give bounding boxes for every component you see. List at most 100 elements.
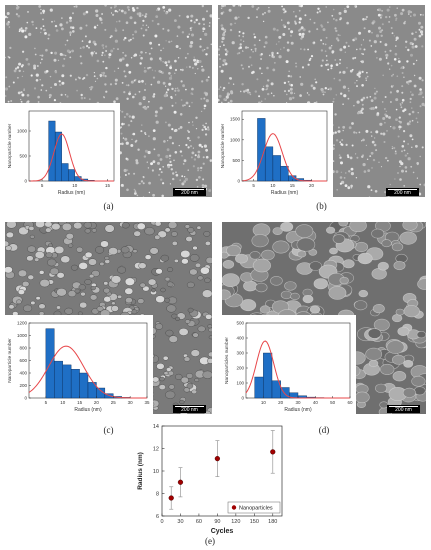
x-tick-label: 10 (261, 400, 267, 405)
fit-curve (29, 133, 114, 182)
y-axis-label: Radius (nm) (137, 452, 144, 490)
y-axis-label: Nanoparticles number (224, 337, 230, 384)
y-tick-label: 1200 (17, 321, 28, 326)
x-axis-label: Cycles (211, 528, 234, 535)
y-tick-label: 100 (236, 381, 244, 386)
y-tick-label: 1000 (17, 129, 28, 134)
histogram-bar (68, 169, 75, 182)
x-tick-label: 60 (196, 519, 202, 525)
x-tick-label: 10 (270, 183, 276, 188)
legend-marker (231, 505, 237, 510)
histogram-bar (54, 131, 62, 182)
x-tick-label: 15 (77, 400, 83, 405)
y-tick-label: 12 (153, 447, 159, 453)
y-tick-label: 600 (19, 358, 27, 363)
histogram-bar (280, 165, 289, 182)
x-tick-label: 50 (330, 400, 336, 405)
histogram-bar (54, 360, 63, 399)
x-tick-label: 15 (290, 183, 296, 188)
y-tick-label: 300 (236, 351, 244, 356)
x-tick-label: 5 (41, 183, 44, 188)
histogram-bar (62, 364, 72, 399)
x-tick-label: 150 (250, 519, 259, 525)
histogram-bar (263, 352, 273, 399)
x-tick-label: 25 (111, 400, 117, 405)
fit-curve (28, 345, 147, 399)
panel-label: (c) (103, 425, 114, 435)
x-tick-label: 0 (160, 519, 163, 525)
histogram-inset: 5 10 15 20 0 500 1000 1500 Radius (nm) Nanopartic… (218, 103, 333, 197)
x-axis-label: Radius (nm) (74, 407, 102, 413)
histogram-chart: 5 10 15 20 25 30 35 0 200 400 600 800 1000 1200 Radius… (7, 321, 150, 414)
panel-a: 5 10 15 0 500 1000 Radius (nm) Nanoparticle num… (5, 5, 212, 211)
y-tick-label: 800 (19, 346, 27, 351)
histogram-bar (272, 155, 281, 182)
panel-b: 5 10 15 20 0 500 1000 1500 Radius (nm) Nanopartic… (218, 5, 425, 211)
panel-label: (b) (316, 201, 327, 211)
x-tick-label: 60 (347, 400, 353, 405)
y-tick-label: 500 (19, 154, 27, 159)
x-tick-label: 30 (295, 400, 301, 405)
x-tick-label: 20 (278, 400, 284, 405)
x-tick-label: 40 (313, 400, 319, 405)
data-point (177, 479, 184, 485)
scale-bar: 200 nm (173, 188, 206, 196)
scale-bar: 200 nm (173, 405, 206, 413)
x-tick-label: 5 (252, 183, 255, 188)
y-tick-label: 200 (236, 366, 244, 371)
y-tick-label: 8 (156, 492, 159, 498)
x-tick-label: 120 (231, 519, 240, 525)
histogram-chart: 10 20 30 40 50 60 0 100 200 300 400 500 Radius (nm) N… (224, 321, 353, 414)
x-tick-label: 15 (105, 183, 111, 188)
panel-label: (a) (103, 201, 114, 211)
y-tick-label: 1000 (230, 137, 241, 142)
scatter-chart: 0 30 60 90 120 150 180 6 8 10 12 14 Nanoparticles Cyc… (137, 424, 283, 535)
panel-e: 0 30 60 90 120 150 180 6 8 10 12 14 Nanoparticles Cyc… (130, 420, 290, 548)
x-axis-label: Radius (nm) (284, 407, 312, 413)
panel-label: (d) (318, 425, 330, 435)
plot-frame (161, 425, 283, 517)
y-tick-label: 10 (153, 469, 159, 475)
x-axis-label: Radius (nm) (271, 190, 299, 196)
x-tick-label: 30 (177, 519, 183, 525)
x-tick-label: 20 (94, 400, 100, 405)
histogram-bar (264, 146, 274, 182)
x-tick-label: 180 (268, 519, 277, 525)
x-tick-label: 20 (309, 183, 315, 188)
y-tick-label: 14 (153, 424, 159, 430)
y-tick-label: 0 (24, 396, 27, 401)
x-tick-label: 30 (128, 400, 134, 405)
data-point (168, 495, 174, 501)
histogram-inset: 5 10 15 20 25 30 35 0 200 400 600 800 1000 1200 Radius… (5, 315, 153, 414)
y-tick-label: 0 (24, 179, 27, 184)
histogram-chart: 5 10 15 0 500 1000 Radius (nm) Nanoparticle num… (7, 110, 115, 196)
legend-box (227, 501, 281, 514)
histogram-inset: 10 20 30 40 50 60 0 100 200 300 400 500 Radius (nm) N… (222, 315, 356, 414)
y-axis-label: Nanoparticle number (7, 338, 13, 383)
panel-d: 10 20 30 40 50 60 0 100 200 300 400 500 Radius (nm) N… (222, 222, 426, 435)
y-tick-label: 400 (236, 336, 244, 341)
y-tick-label: 400 (19, 371, 27, 376)
y-tick-label: 1500 (230, 117, 241, 122)
y-axis-label: Nanoparticle number (7, 123, 13, 168)
legend-label: Nanoparticles (239, 506, 273, 512)
scale-bar: 200 nm (386, 188, 419, 196)
x-tick-label: 35 (144, 400, 150, 405)
data-point (214, 456, 220, 462)
y-tick-label: 500 (232, 158, 240, 163)
y-tick-label: 0 (241, 396, 244, 401)
scale-bar: 200 nm (387, 405, 420, 413)
x-tick-label: 10 (60, 400, 66, 405)
histogram-bar (79, 372, 89, 399)
panel-label: (e) (205, 536, 215, 546)
histogram-bar (295, 178, 305, 182)
histogram-bar (70, 369, 80, 399)
x-tick-label: 90 (214, 519, 220, 525)
fit-curve (241, 133, 327, 182)
histogram-chart: 5 10 15 20 0 500 1000 1500 Radius (nm) Nanopartic… (220, 110, 328, 196)
y-tick-label: 500 (236, 321, 244, 326)
y-tick-label: 6 (156, 514, 159, 520)
x-tick-label: 10 (72, 183, 78, 188)
y-tick-label: 1000 (17, 333, 28, 338)
x-tick-label: 5 (45, 400, 48, 405)
